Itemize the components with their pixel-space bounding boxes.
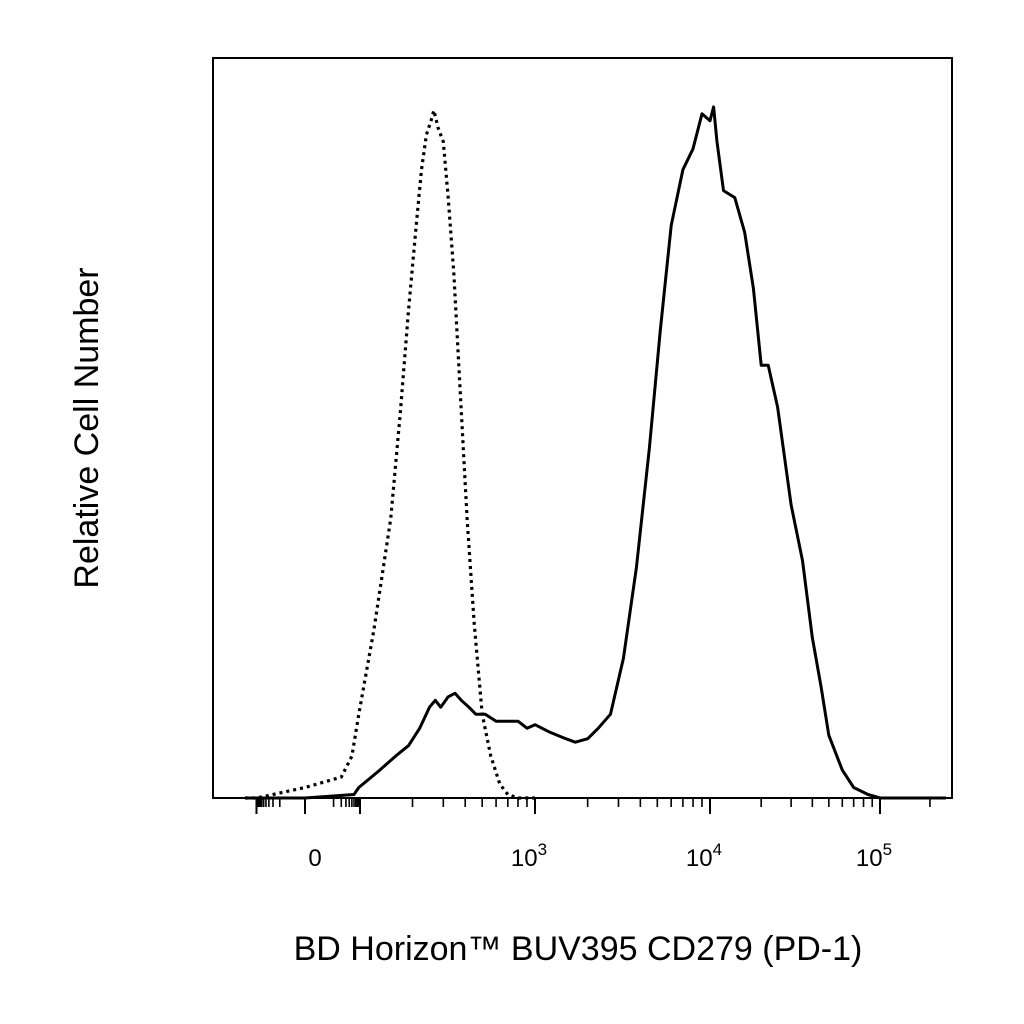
x-axis-title: BD Horizon™ BUV395 CD279 (PD-1) (294, 930, 863, 968)
x-axis-ticks (255, 798, 931, 814)
isotype-control-histogram (245, 108, 535, 800)
x-tick-label: 0 (308, 845, 321, 872)
stained-histogram (245, 105, 946, 800)
x-tick-label: 103 (511, 840, 547, 872)
series-layer (245, 105, 946, 800)
y-axis-title: Relative Cell Number (68, 267, 106, 588)
x-tick-label: 104 (686, 840, 722, 872)
x-tick-labels: 0 103 104 105 (308, 840, 892, 872)
x-tick-label: 105 (856, 840, 892, 872)
plot-frame (212, 57, 953, 799)
